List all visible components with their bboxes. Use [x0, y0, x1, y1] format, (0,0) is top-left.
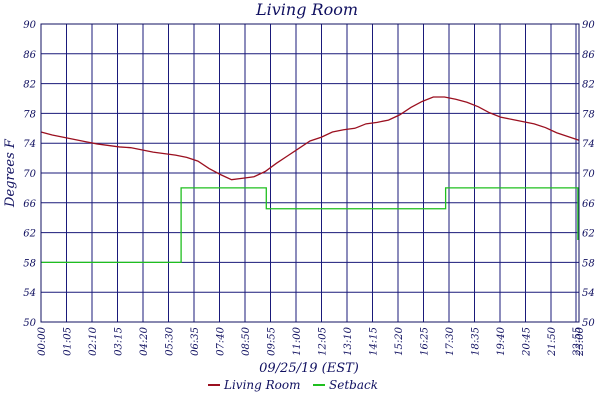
y-tick-label-left: 86 — [23, 50, 36, 61]
legend-label: Living Room — [223, 378, 301, 392]
x-tick-label: 23:00 — [575, 326, 586, 356]
x-tick-label: 22:55 — [572, 327, 583, 357]
x-tick-label: 15:20 — [394, 326, 405, 355]
series-layer — [40, 96, 580, 264]
y-tick-label-left: 58 — [23, 258, 36, 269]
x-tick-label: 13:10 — [343, 326, 354, 355]
y-tick-label-right: 50 — [582, 318, 595, 329]
y-tick-label-right: 66 — [582, 199, 595, 210]
grid — [40, 23, 580, 323]
y-tick-label-right: 58 — [582, 258, 595, 269]
y-tick-label-left: 78 — [23, 109, 36, 120]
y-tick-label-right: 78 — [582, 109, 595, 120]
x-tick-label: 16:25 — [420, 327, 431, 356]
y-tick-label-left: 54 — [23, 288, 36, 299]
y-tick-label-left: 82 — [23, 80, 36, 91]
y-ticks-right: 50 54 58 62 66 70 74 78 82 86 90 — [582, 20, 595, 329]
legend: Living Room Setback — [208, 378, 378, 392]
x-tick-label: 00:00 — [37, 326, 48, 355]
chart-title: Living Room — [255, 0, 358, 19]
y-tick-label-left: 70 — [23, 169, 36, 180]
y-tick-label-right: 82 — [582, 80, 595, 91]
plot-frame — [40, 23, 580, 323]
x-tick-label: 20:45 — [522, 327, 533, 357]
series-line-living-room — [40, 96, 580, 181]
y-tick-label-left: 62 — [23, 229, 36, 240]
x-ticks: 00:00 01:05 02:10 03:15 04:20 05:30 06:35 07:40… — [37, 326, 586, 356]
y-tick-label-left: 90 — [23, 20, 36, 31]
y-tick-label-right: 62 — [582, 229, 595, 240]
legend-label: Setback — [329, 378, 378, 392]
x-tick-label: 08:50 — [241, 326, 252, 355]
y-tick-label-right: 86 — [582, 50, 595, 61]
x-tick-label: 07:40 — [216, 326, 227, 355]
series-line-setback — [41, 187, 579, 264]
y-tick-label-left: 74 — [23, 139, 36, 150]
x-tick-label: 05:30 — [165, 326, 176, 355]
x-tick-label: 09:55 — [267, 327, 278, 356]
x-tick-label: 18:35 — [471, 327, 482, 356]
x-tick-label: 19:40 — [496, 326, 507, 355]
x-tick-label: 21:50 — [547, 326, 558, 356]
y-tick-label-left: 50 — [23, 318, 36, 329]
y-ticks-left: 50 54 58 62 66 70 74 78 82 86 90 — [23, 20, 36, 329]
x-tick-label: 01:05 — [63, 327, 74, 356]
y-tick-label-left: 66 — [23, 199, 36, 210]
x-tick-label: 14:15 — [369, 327, 380, 356]
x-tick-label: 17:30 — [445, 326, 456, 355]
x-tick-label: 12:05 — [318, 327, 329, 356]
x-tick-label: 06:35 — [190, 327, 201, 356]
x-axis-label: 09/25/19 (EST) — [259, 361, 359, 376]
y-tick-label-right: 90 — [582, 20, 595, 31]
x-tick-label: 11:00 — [292, 326, 303, 355]
y-axis-label: Degrees F — [3, 138, 18, 208]
y-tick-label-right: 70 — [582, 169, 595, 180]
y-tick-label-right: 74 — [582, 139, 595, 150]
y-tick-label-right: 54 — [582, 288, 595, 299]
x-tick-label: 04:20 — [139, 326, 150, 355]
x-tick-label: 03:15 — [114, 327, 125, 356]
x-tick-label: 02:10 — [88, 326, 99, 355]
